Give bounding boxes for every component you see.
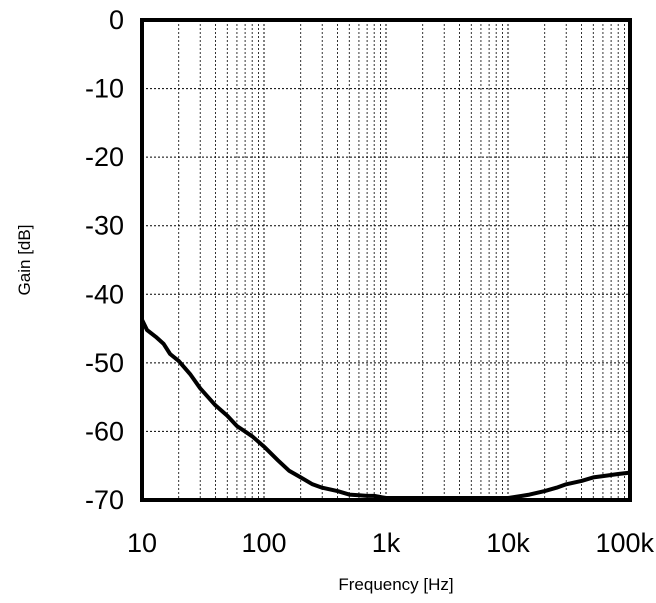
y-tick-label: -60 (85, 416, 124, 446)
y-tick-label: -70 (85, 485, 124, 515)
x-tick-label: 10 (127, 528, 157, 558)
minor-grid (178, 20, 625, 500)
y-tick-label: -50 (85, 348, 124, 378)
y-tick-label: 0 (109, 5, 124, 35)
x-tick-label: 100 (241, 528, 286, 558)
y-tick-label: -40 (85, 279, 124, 309)
y-tick-label: -10 (85, 74, 124, 104)
plot-frame (140, 18, 632, 502)
gain-curve (140, 318, 631, 500)
y-tick-labels: 0 -10 -20 -30 -40 -50 -60 -70 (85, 5, 124, 515)
x-tick-label: 100k (595, 528, 654, 558)
x-tick-label: 1k (372, 528, 401, 558)
x-tick-label: 10k (486, 528, 530, 558)
y-axis-label: Gain [dB] (15, 225, 34, 296)
y-tick-label: -20 (85, 142, 124, 172)
x-axis-label: Frequency [Hz] (338, 575, 453, 594)
x-tick-labels: 10 100 1k 10k 100k (127, 528, 655, 558)
y-tick-label: -30 (85, 211, 124, 241)
